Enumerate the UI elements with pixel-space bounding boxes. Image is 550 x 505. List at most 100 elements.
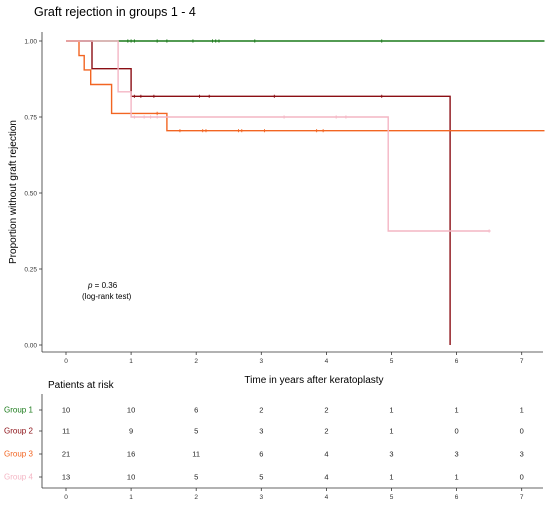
risk-count: 1	[455, 473, 459, 482]
censor-mark	[315, 129, 319, 133]
censor-mark	[139, 94, 143, 98]
censor-mark	[214, 39, 218, 43]
censor-mark	[132, 115, 136, 119]
risk-x-tick-label: 1	[129, 494, 133, 501]
censor-mark	[126, 39, 130, 43]
risk-count: 13	[62, 473, 70, 482]
p-value: = 0.36	[92, 281, 117, 290]
censor-mark	[129, 39, 133, 43]
risk-table-title: Patients at risk	[48, 380, 115, 391]
risk-x-tick-label: 2	[194, 494, 198, 501]
x-tick-label: 3	[259, 358, 263, 365]
risk-count: 16	[127, 450, 135, 459]
y-axis-title: Proportion without graft rejection	[8, 120, 19, 264]
y-tick-label: 0.75	[24, 114, 37, 121]
risk-count: 6	[194, 406, 198, 415]
x-tick-label: 7	[520, 358, 524, 365]
risk-count: 3	[259, 427, 263, 436]
risk-row-group-1: Group 1 10 10 6 2 2 1 1 1	[4, 406, 524, 415]
p-value-annotation: p = 0.36 (log-rank test)	[82, 281, 132, 301]
risk-count: 11	[62, 427, 70, 436]
x-tick-label: 6	[455, 358, 459, 365]
y-tick-label: 1.00	[24, 38, 37, 45]
censor-mark	[152, 94, 156, 98]
x-tick-label: 4	[325, 358, 329, 365]
series-group-3	[66, 40, 545, 133]
p-value-text: p = 0.36	[87, 281, 118, 290]
y-tick-label: 0.00	[24, 342, 37, 349]
risk-x-tick-label: 3	[259, 494, 263, 501]
risk-row-group-4: Group 4 13 10 5 5 4 1 1 0	[4, 473, 524, 482]
censor-mark	[178, 129, 182, 133]
risk-count: 1	[389, 427, 393, 436]
test-name: (log-rank test)	[82, 292, 132, 301]
censor-mark	[165, 39, 169, 43]
risk-x-tick-label: 6	[455, 494, 459, 501]
risk-count: 9	[129, 427, 133, 436]
curve-group-3	[66, 40, 545, 132]
censor-mark	[155, 39, 159, 43]
risk-count: 5	[194, 427, 198, 436]
censor-mark	[380, 94, 384, 98]
survival-curves	[66, 39, 545, 345]
risk-count: 1	[389, 473, 393, 482]
censor-mark	[204, 129, 208, 133]
risk-row-label: Group 2	[4, 427, 33, 436]
censor-mark	[262, 129, 267, 133]
x-tick-label: 1	[129, 358, 133, 365]
censor-mark	[142, 115, 146, 119]
risk-count: 2	[324, 406, 328, 415]
risk-count: 4	[324, 473, 328, 482]
p-label: p	[87, 281, 93, 290]
risk-count: 1	[520, 406, 524, 415]
x-tick-label: 0	[64, 358, 68, 365]
risk-count: 6	[259, 450, 263, 459]
risk-count: 3	[520, 450, 524, 459]
main-plot-axes: 0.00 0.25 0.50 0.75 1.00 0 1 2 3 4 5 6 7	[24, 32, 543, 365]
censor-mark	[217, 39, 221, 43]
censor-mark	[487, 229, 491, 233]
risk-row-label: Group 3	[4, 450, 33, 459]
censor-mark	[132, 39, 136, 43]
censor-mark	[236, 129, 241, 133]
series-group-4	[66, 40, 491, 233]
censor-mark	[155, 111, 159, 115]
censor-mark	[149, 115, 153, 119]
risk-count: 3	[455, 450, 459, 459]
risk-count: 1	[389, 406, 393, 415]
censor-mark	[132, 94, 136, 98]
risk-count: 2	[324, 427, 328, 436]
risk-count: 3	[389, 450, 393, 459]
censor-mark	[272, 94, 276, 98]
risk-count: 10	[127, 406, 135, 415]
risk-count: 0	[520, 473, 524, 482]
risk-count: 5	[259, 473, 263, 482]
risk-count: 21	[62, 450, 70, 459]
risk-count: 10	[127, 473, 135, 482]
risk-count: 4	[324, 450, 328, 459]
risk-count: 2	[259, 406, 263, 415]
risk-count: 1	[455, 406, 459, 415]
risk-x-tick-label: 7	[520, 494, 524, 501]
y-tick-label: 0.50	[24, 190, 37, 197]
censor-mark	[201, 129, 205, 133]
censor-mark	[191, 39, 195, 43]
x-tick-label: 5	[390, 358, 394, 365]
risk-row-group-3: Group 3 21 16 11 6 4 3 3 3	[4, 450, 524, 459]
censor-mark	[240, 129, 244, 133]
series-group-1	[66, 39, 545, 43]
risk-row-label: Group 1	[4, 406, 33, 415]
censor-mark	[207, 94, 211, 98]
risk-row-label: Group 4	[4, 473, 33, 482]
risk-count: 0	[455, 427, 459, 436]
risk-count: 11	[192, 450, 200, 459]
curve-group-4	[66, 40, 490, 232]
censor-mark	[210, 39, 215, 43]
x-axis-title: Time in years after keratoplasty	[244, 375, 383, 386]
censor-mark	[321, 129, 325, 133]
risk-count: 10	[62, 406, 70, 415]
censor-mark	[155, 115, 159, 119]
risk-count: 5	[194, 473, 198, 482]
chart-title: Graft rejection in groups 1 - 4	[34, 5, 196, 19]
